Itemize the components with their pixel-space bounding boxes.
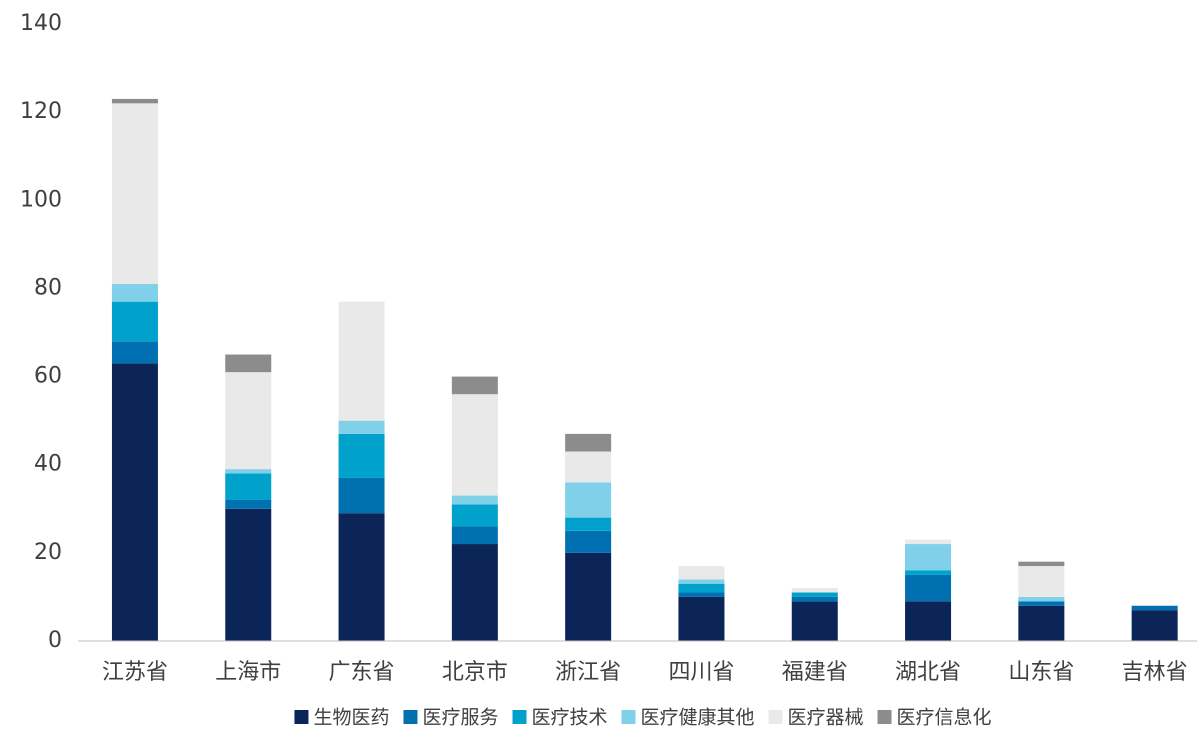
legend-swatch <box>403 710 418 724</box>
x-tick-label: 四川省 <box>668 660 734 685</box>
bar-segment <box>1018 605 1065 641</box>
y-tick-label: 60 <box>34 364 62 389</box>
bar-segment <box>565 482 612 518</box>
bar-segment <box>338 477 385 514</box>
y-tick-label: 120 <box>20 99 62 124</box>
bar-segment <box>111 284 158 302</box>
bar-segment <box>678 579 725 584</box>
bar-segment <box>791 588 838 593</box>
bar-segment <box>111 103 158 285</box>
bar-segment <box>678 596 725 641</box>
bar-segment <box>225 372 272 470</box>
x-tick-label: 湖北省 <box>895 660 961 685</box>
bar-segment <box>1018 566 1065 597</box>
x-tick-label: 吉林省 <box>1122 660 1188 685</box>
bar-segment <box>565 530 612 553</box>
x-tick-label: 上海市 <box>215 660 281 685</box>
bar-segment <box>338 433 385 478</box>
y-tick-label: 100 <box>20 187 62 212</box>
bar-segment <box>678 566 725 580</box>
bar-segment <box>565 517 612 531</box>
bar-segment <box>451 526 498 545</box>
legend-label: 生物医药 <box>313 707 389 729</box>
bar-segment <box>565 451 612 483</box>
bar-segment <box>451 495 498 505</box>
x-tick-label: 山东省 <box>1008 660 1074 685</box>
legend-swatch <box>512 710 527 724</box>
y-tick-label: 140 <box>20 11 62 36</box>
bar-segment <box>111 98 158 104</box>
bar-segment <box>451 376 498 395</box>
bar-segment <box>1018 561 1065 567</box>
y-tick-label: 80 <box>34 275 62 300</box>
bar-segment <box>111 363 158 641</box>
bar-segment <box>225 508 272 641</box>
y-tick-label: 20 <box>34 540 62 565</box>
bar-segment <box>1131 610 1178 641</box>
bar-segment <box>791 596 838 602</box>
x-tick-label: 福建省 <box>782 660 848 685</box>
x-tick-label: 广东省 <box>329 660 395 685</box>
bar-segment <box>111 301 158 342</box>
bar-segment <box>451 504 498 527</box>
legend-label: 医疗器械 <box>788 707 864 729</box>
bar-segment <box>225 469 272 474</box>
bar-segment <box>225 473 272 500</box>
bar-segment <box>338 420 385 434</box>
legend-label: 医疗服务 <box>422 707 498 729</box>
bar-segment <box>905 570 952 575</box>
x-tick-label: 北京市 <box>442 660 508 685</box>
bar-segment <box>1131 605 1178 611</box>
legend-swatch <box>877 710 892 724</box>
bar-segment <box>678 592 725 597</box>
legend-label: 医疗信息化 <box>897 707 992 729</box>
x-tick-label: 江苏省 <box>102 660 168 685</box>
bar-segment <box>451 394 498 496</box>
bar-segment <box>905 601 952 641</box>
bar-segment <box>565 552 612 641</box>
bar-segment <box>565 433 612 452</box>
legend-swatch <box>768 710 783 724</box>
bar-segment <box>905 544 952 571</box>
bar-segment <box>791 592 838 597</box>
legend: 生物医药 医疗服务 医疗技术 医疗健康其他 医疗器械 医疗信息化 <box>294 707 992 729</box>
bar-segment <box>451 544 498 641</box>
bar-segment <box>225 499 272 509</box>
bar-segment <box>225 354 272 373</box>
bar-segment <box>1018 601 1065 606</box>
bar-segment <box>338 513 385 641</box>
y-tick-label: 0 <box>48 628 62 653</box>
bar-segment <box>1018 596 1065 602</box>
x-tick-label: 浙江省 <box>555 660 621 685</box>
bar-segment <box>678 583 725 593</box>
y-tick-label: 40 <box>34 452 62 477</box>
legend-swatch <box>294 710 309 724</box>
legend-label: 医疗技术 <box>531 707 607 729</box>
bar-segment <box>338 301 385 421</box>
bar-segment <box>905 539 952 545</box>
legend-swatch <box>621 710 636 724</box>
legend-label: 医疗健康其他 <box>641 707 755 729</box>
bar-segment <box>111 341 158 364</box>
bar-segment <box>791 601 838 641</box>
bar-segment <box>905 574 952 602</box>
